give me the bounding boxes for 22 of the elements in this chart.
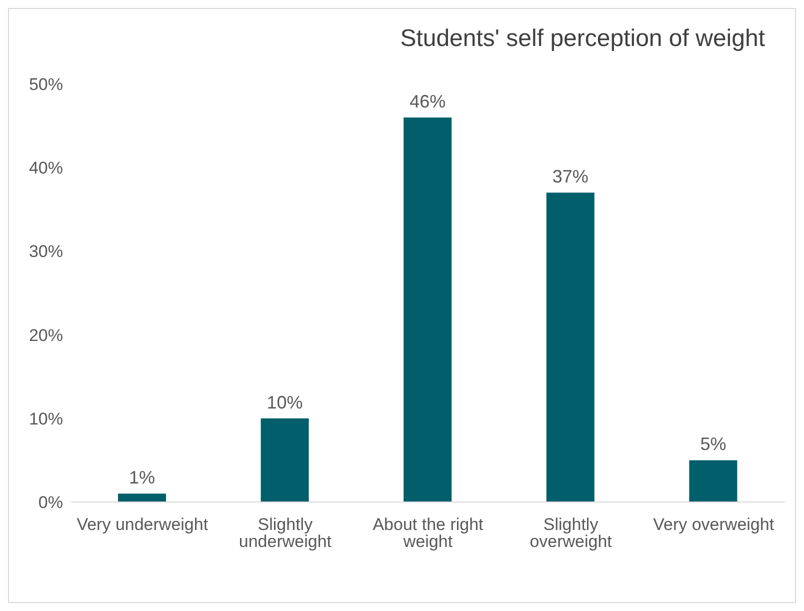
x-tick-label: Slightly overweight — [530, 515, 612, 552]
bar — [404, 117, 452, 502]
y-tick-label: 10% — [28, 409, 63, 428]
x-tick-label: Very underweight — [76, 515, 208, 534]
data-label: 1% — [128, 468, 156, 488]
bar — [118, 494, 166, 502]
x-tick-label: About the right weight — [372, 515, 484, 552]
y-tick-label: 40% — [28, 158, 63, 178]
bar — [546, 192, 594, 502]
x-tick-label: Slightly underweight — [238, 515, 332, 552]
bar — [689, 460, 738, 502]
y-tick-label: 0% — [38, 493, 63, 512]
chart-title: Students' self perception of weight — [400, 25, 765, 53]
x-tick-label: Very overweight — [653, 515, 774, 534]
bar — [260, 418, 309, 502]
data-label: 37% — [552, 166, 588, 187]
data-label: 5% — [700, 434, 726, 454]
y-tick-label: 20% — [28, 326, 63, 345]
data-label: 10% — [266, 392, 303, 412]
y-tick-label: 30% — [28, 242, 63, 262]
data-label: 46% — [410, 91, 446, 112]
y-tick-label: 50% — [28, 75, 63, 94]
